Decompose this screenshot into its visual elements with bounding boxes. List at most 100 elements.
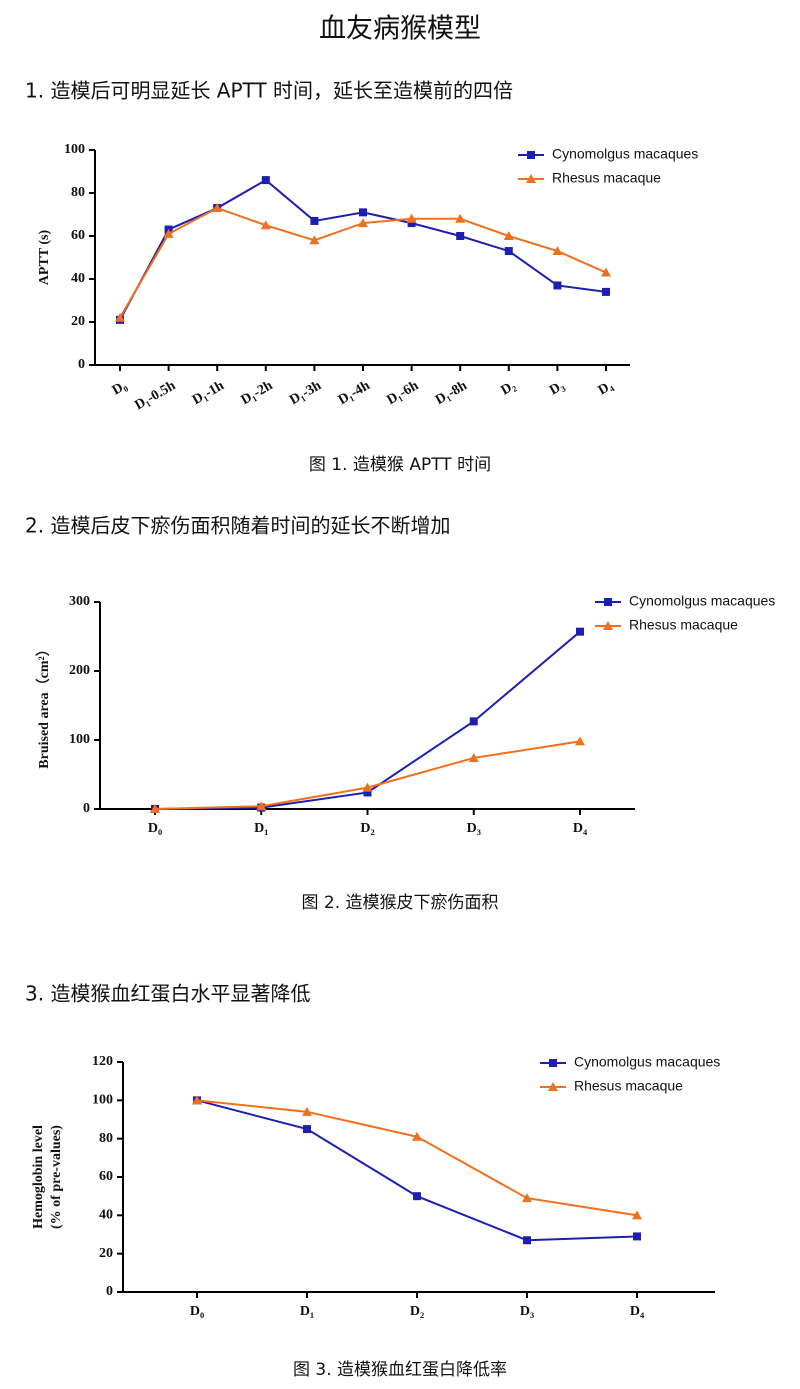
point	[359, 208, 367, 217]
y-tick-label: 60	[99, 1169, 113, 1184]
caption: 图 3. 造模猴血红蛋白降低率	[293, 1360, 507, 1380]
x-tick-label: D₄	[573, 821, 588, 836]
series-line	[154, 630, 581, 810]
point	[309, 235, 320, 245]
x-tick-label: D₀	[110, 378, 130, 398]
legend-label: Rhesus macaque	[629, 617, 738, 633]
legend-marker	[548, 1082, 558, 1091]
x-tick-label: D₂	[499, 378, 519, 398]
point	[358, 218, 368, 228]
point	[260, 220, 271, 230]
point	[455, 213, 466, 223]
point	[163, 228, 174, 238]
legend-marker	[549, 1059, 557, 1067]
y-tick-label: 40	[99, 1208, 113, 1223]
y-tick-label: 60	[71, 228, 85, 243]
point	[310, 216, 319, 225]
x-tick-label: D₂	[410, 1304, 424, 1319]
x-tick-label: D₃	[520, 1304, 534, 1319]
legend-marker	[603, 621, 613, 630]
legend-marker	[526, 174, 536, 183]
point	[412, 1131, 422, 1141]
x-tick-label: D₁-4h	[336, 378, 373, 408]
x-tick-label: D₃	[467, 821, 481, 836]
y-tick-label: 100	[92, 1093, 113, 1108]
point	[575, 736, 585, 746]
point	[503, 231, 514, 240]
point	[303, 1125, 311, 1134]
y-tick-label: 0	[78, 357, 85, 372]
y-axis-label: Hemoglobin level	[31, 1125, 46, 1229]
point	[632, 1210, 642, 1220]
x-tick-label: D₁-2h	[239, 378, 276, 408]
point	[456, 232, 465, 240]
y-axis-label: APTT (s)	[37, 229, 52, 285]
series-line	[119, 178, 607, 321]
point	[576, 627, 584, 636]
point	[552, 246, 563, 256]
y-axis-label: Bruised area（cm²）	[36, 642, 52, 768]
y-tick-label: 100	[69, 732, 90, 747]
point	[522, 1193, 532, 1203]
y-tick-label: 40	[71, 271, 85, 286]
heading: 1. 造模后可明显延长 APTT 时间，延长至造模前的四倍	[25, 79, 513, 103]
point	[212, 203, 223, 213]
x-tick-label: D₁-6h	[384, 378, 421, 408]
x-tick-label: D₃	[547, 378, 567, 398]
y-tick-label: 200	[69, 663, 90, 678]
legend-label: Cynomolgus macaques	[574, 1054, 720, 1070]
x-tick-label: D₁-0.5h	[132, 378, 178, 413]
heading: 3. 造模猴血红蛋白水平显著降低	[25, 982, 310, 1006]
point	[413, 1192, 421, 1201]
point	[362, 782, 373, 792]
y-tick-label: 0	[106, 1284, 113, 1299]
x-tick-label: D₀	[148, 821, 162, 836]
x-tick-label: D₀	[190, 1304, 204, 1319]
point	[601, 267, 611, 277]
point	[523, 1236, 531, 1245]
legend-label: Cynomolgus macaques	[629, 593, 775, 609]
x-tick-label: D₁	[300, 1304, 314, 1319]
point	[302, 1106, 312, 1116]
legend-label: Rhesus macaque	[552, 170, 661, 186]
x-tick-label: D₁-3h	[287, 378, 324, 408]
y-tick-label: 80	[71, 185, 85, 200]
y-tick-label: 20	[71, 314, 85, 329]
caption: 图 1. 造模猴 APTT 时间	[309, 455, 491, 475]
y-tick-label: 80	[99, 1131, 113, 1146]
point	[602, 287, 610, 296]
point	[468, 752, 479, 762]
doc-title: 血友病猴模型	[319, 14, 481, 45]
point	[553, 281, 562, 290]
series-line	[154, 740, 581, 810]
x-tick-label: D₁-8h	[433, 378, 470, 408]
x-tick-label: D₄	[596, 378, 617, 399]
y-tick-label: 300	[69, 594, 90, 609]
point	[192, 1095, 202, 1105]
x-tick-label: D₁-1h	[190, 378, 227, 408]
point	[150, 804, 160, 813]
point	[115, 312, 125, 322]
point	[363, 788, 372, 797]
legend-marker	[604, 598, 612, 606]
point	[469, 717, 478, 726]
y-axis-label: (% of pre-values)	[49, 1125, 64, 1229]
y-tick-label: 120	[92, 1054, 113, 1069]
series-line	[196, 1099, 638, 1242]
point	[407, 219, 416, 228]
point	[504, 247, 513, 256]
point	[406, 213, 417, 223]
legend-label: Rhesus macaque	[574, 1078, 683, 1094]
x-tick-label: D₁	[254, 821, 268, 836]
y-tick-label: 20	[99, 1246, 113, 1261]
point	[633, 1232, 641, 1241]
x-tick-label: D₂	[360, 821, 374, 836]
caption: 图 2. 造模猴皮下瘀伤面积	[301, 893, 498, 913]
y-tick-label: 100	[64, 142, 85, 157]
legend-marker	[527, 151, 535, 159]
heading: 2. 造模后皮下瘀伤面积随着时间的延长不断增加	[25, 514, 450, 538]
y-tick-label: 0	[83, 801, 90, 816]
legend-label: Cynomolgus macaques	[552, 146, 698, 162]
